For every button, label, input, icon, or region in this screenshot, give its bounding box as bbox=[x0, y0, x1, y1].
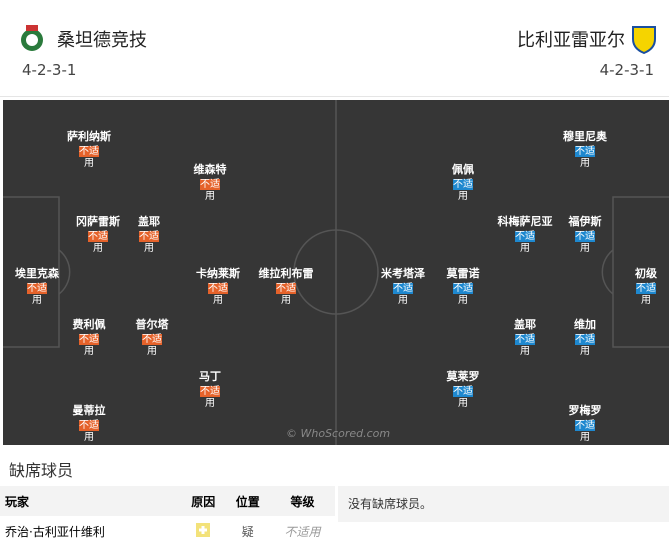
player[interactable]: 罗梅罗 不适用 bbox=[540, 402, 630, 444]
position: 疑 bbox=[241, 524, 254, 539]
player[interactable]: 费利佩 不适用 bbox=[44, 316, 134, 358]
rating-badge: 不适用 bbox=[276, 283, 296, 306]
rating: 不适用 bbox=[284, 524, 321, 539]
watermark: © WhoScored.com bbox=[286, 427, 391, 440]
rating-badge: 不适用 bbox=[575, 231, 595, 254]
player[interactable]: 萨利纳斯 不适用 bbox=[44, 128, 134, 170]
player[interactable]: 卡纳莱斯 不适用 bbox=[173, 265, 263, 307]
player[interactable]: 米考塔泽 不适用 bbox=[358, 265, 448, 307]
player[interactable]: 曼蒂拉 不适用 bbox=[44, 402, 134, 444]
rating-badge: 不适用 bbox=[79, 146, 99, 169]
rating-badge: 不适用 bbox=[200, 179, 220, 202]
col-header: 原因 bbox=[191, 494, 216, 509]
player-name: 米考塔泽 bbox=[381, 267, 425, 280]
player[interactable]: 莫莱罗 不适用 bbox=[418, 368, 508, 410]
player[interactable]: 佩佩 不适用 bbox=[418, 161, 508, 203]
row: 乔治·古利亚什维利 疑 不适用 bbox=[0, 516, 335, 546]
home-formation: 4-2-3-1 bbox=[22, 61, 77, 79]
rating-badge: 不适用 bbox=[27, 283, 47, 306]
player[interactable]: 普尔塔 不适用 bbox=[107, 316, 197, 358]
player[interactable]: 马丁 不适用 bbox=[165, 368, 255, 410]
rating-badge: 不适用 bbox=[575, 146, 595, 169]
player[interactable]: 穆里尼奥 不适用 bbox=[540, 128, 630, 170]
player[interactable]: 维加 不适用 bbox=[540, 316, 630, 358]
away-logo bbox=[632, 26, 656, 54]
player[interactable]: 维拉利布雷 不适用 bbox=[241, 265, 331, 307]
player[interactable]: 冈萨雷斯 不适用 bbox=[53, 213, 143, 255]
home-logo bbox=[21, 25, 43, 51]
player[interactable]: 莫雷诺 不适用 bbox=[418, 265, 508, 307]
missing-table: 玩家 原因 位置 等级 乔治·古利亚什维利 疑 不适用 bbox=[0, 486, 335, 546]
player-name: 萨利纳斯 bbox=[67, 130, 111, 143]
player-name: 福伊斯 bbox=[568, 215, 602, 228]
player-name: 维加 bbox=[574, 318, 596, 331]
pitch-lines bbox=[3, 100, 669, 445]
rating-badge: 不适用 bbox=[515, 231, 535, 254]
player[interactable]: 埃里克森 不适用 bbox=[3, 265, 82, 307]
player-name: 穆里尼奥 bbox=[563, 130, 607, 143]
rating-badge: 不适用 bbox=[142, 334, 162, 357]
rating-badge: 不适用 bbox=[453, 386, 473, 409]
player-name: 罗梅罗 bbox=[568, 404, 602, 417]
player[interactable]: 初级 不适用 bbox=[601, 265, 669, 307]
rating-badge: 不适用 bbox=[393, 283, 413, 306]
rating-badge: 不适用 bbox=[453, 283, 473, 306]
player-name: 维拉利布雷 bbox=[258, 267, 314, 280]
player-name: 卡纳莱斯 bbox=[196, 267, 240, 280]
rating-badge: 不适用 bbox=[79, 420, 99, 443]
player-name: 普尔塔 bbox=[135, 318, 169, 331]
player-name: 科梅萨尼亚 bbox=[497, 215, 553, 228]
player[interactable]: 维森特 不适用 bbox=[165, 161, 255, 203]
player-name: 盖耶 bbox=[138, 215, 160, 228]
col-header: 玩家 bbox=[5, 494, 30, 509]
player[interactable]: 福伊斯 不适用 bbox=[540, 213, 630, 255]
away-missing-note: 没有缺席球员。 bbox=[338, 486, 669, 522]
home-name[interactable]: 桑坦德竞技 bbox=[57, 30, 147, 51]
away-name[interactable]: 比利亚雷亚尔 bbox=[517, 30, 625, 51]
player-name: 初级 bbox=[635, 267, 657, 280]
player[interactable]: 乔治·古利亚什维利 bbox=[5, 524, 105, 539]
player[interactable]: 盖耶 不适用 bbox=[104, 213, 194, 255]
player-name: 盖耶 bbox=[514, 318, 536, 331]
rating-badge: 不适用 bbox=[200, 386, 220, 409]
rating-badge: 不适用 bbox=[139, 231, 159, 254]
player[interactable]: 科梅萨尼亚 不适用 bbox=[480, 213, 570, 255]
rating-badge: 不适用 bbox=[453, 179, 473, 202]
rating-badge: 不适用 bbox=[208, 283, 228, 306]
player-name: 佩佩 bbox=[452, 163, 474, 176]
rating-badge: 不适用 bbox=[575, 334, 595, 357]
rating-badge: 不适用 bbox=[636, 283, 656, 306]
rating-badge: 不适用 bbox=[88, 231, 108, 254]
rating-badge: 不适用 bbox=[575, 420, 595, 443]
player-name: 费利佩 bbox=[72, 318, 106, 331]
player-name: 马丁 bbox=[199, 370, 221, 383]
rating-badge: 不适用 bbox=[79, 334, 99, 357]
away-formation: 4-2-3-1 bbox=[599, 61, 654, 79]
pitch: © WhoScored.com 埃里克森 不适用 萨利纳斯 不适用 冈萨雷斯 不适用 费利佩… bbox=[3, 100, 669, 445]
player-name: 曼蒂拉 bbox=[72, 404, 106, 417]
reason-icon bbox=[181, 516, 225, 546]
player-name: 莫雷诺 bbox=[446, 267, 480, 280]
rating-badge: 不适用 bbox=[515, 334, 535, 357]
header-row: 玩家 原因 位置 等级 bbox=[0, 486, 335, 516]
header: 桑坦德竞技 4-2-3-1 比利亚雷亚尔 4-2-3-1 bbox=[0, 0, 669, 97]
col-header: 位置 bbox=[235, 494, 260, 509]
player-name: 维森特 bbox=[193, 163, 227, 176]
player[interactable]: 盖耶 不适用 bbox=[480, 316, 570, 358]
col-header: 等级 bbox=[290, 494, 315, 509]
player-name: 冈萨雷斯 bbox=[76, 215, 120, 228]
player-name: 莫莱罗 bbox=[446, 370, 480, 383]
player-name: 埃里克森 bbox=[15, 267, 59, 280]
missing-title: 缺席球员 bbox=[9, 461, 74, 480]
